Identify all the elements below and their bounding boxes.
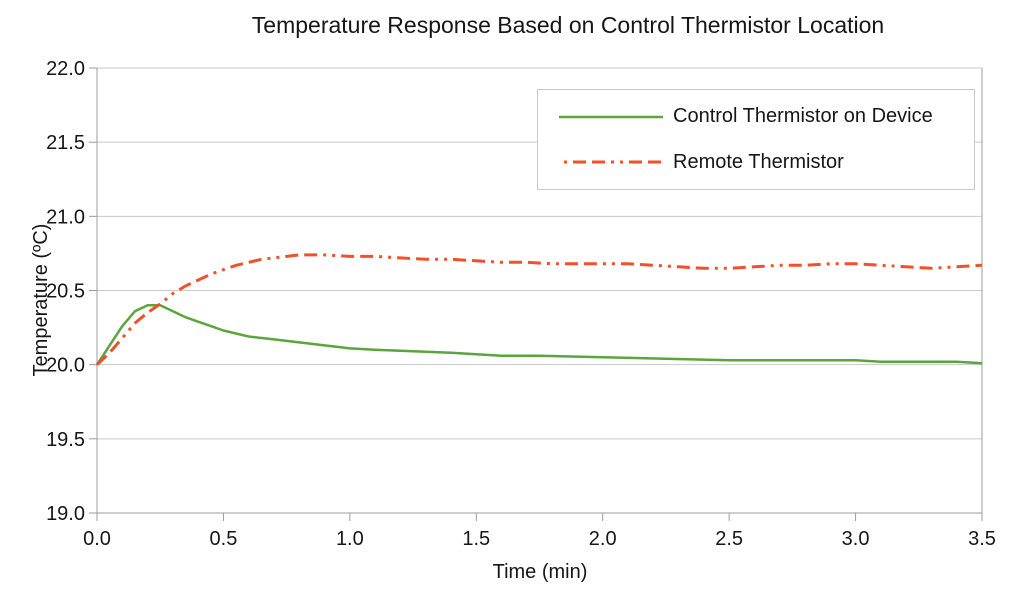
x-axis-title: Time (min) [492,561,588,583]
legend-item-control-thermistor: Control Thermistor on Device [538,98,974,136]
legend: Control Thermistor on Device Remote Ther… [537,89,975,190]
y-tick-label: 21.0 [46,206,85,228]
y-tick-label: 19.5 [46,429,85,451]
x-tick-label: 1.5 [462,528,490,550]
x-tick-label: 2.5 [715,528,743,550]
y-tick-label: 20.5 [46,281,85,303]
legend-line-sample-dashed-icon [559,160,663,164]
x-tick-label: 1.0 [336,528,364,550]
x-tick-label: 0.0 [83,528,111,550]
x-tick-label: 0.5 [210,528,238,550]
y-tick-label: 21.5 [46,132,85,154]
y-tick-label: 20.0 [46,355,85,377]
legend-item-remote-thermistor: Remote Thermistor [538,143,974,181]
legend-label-remote-thermistor: Remote Thermistor [673,150,844,173]
y-tick-label: 19.0 [46,503,85,525]
x-tick-label: 2.0 [589,528,617,550]
y-tick-label: 22.0 [46,58,85,80]
legend-line-sample-solid-icon [559,115,663,118]
y-axis-title: Temperature (ºC) [30,223,52,377]
x-tick-label: 3.5 [968,528,996,550]
legend-label-control-thermistor: Control Thermistor on Device [673,105,933,128]
x-tick-label: 3.0 [842,528,870,550]
series-line-remote-thermistor [95,253,983,366]
series-line-control-thermistor [95,304,983,366]
chart-title: Temperature Response Based on Control Th… [251,12,885,38]
